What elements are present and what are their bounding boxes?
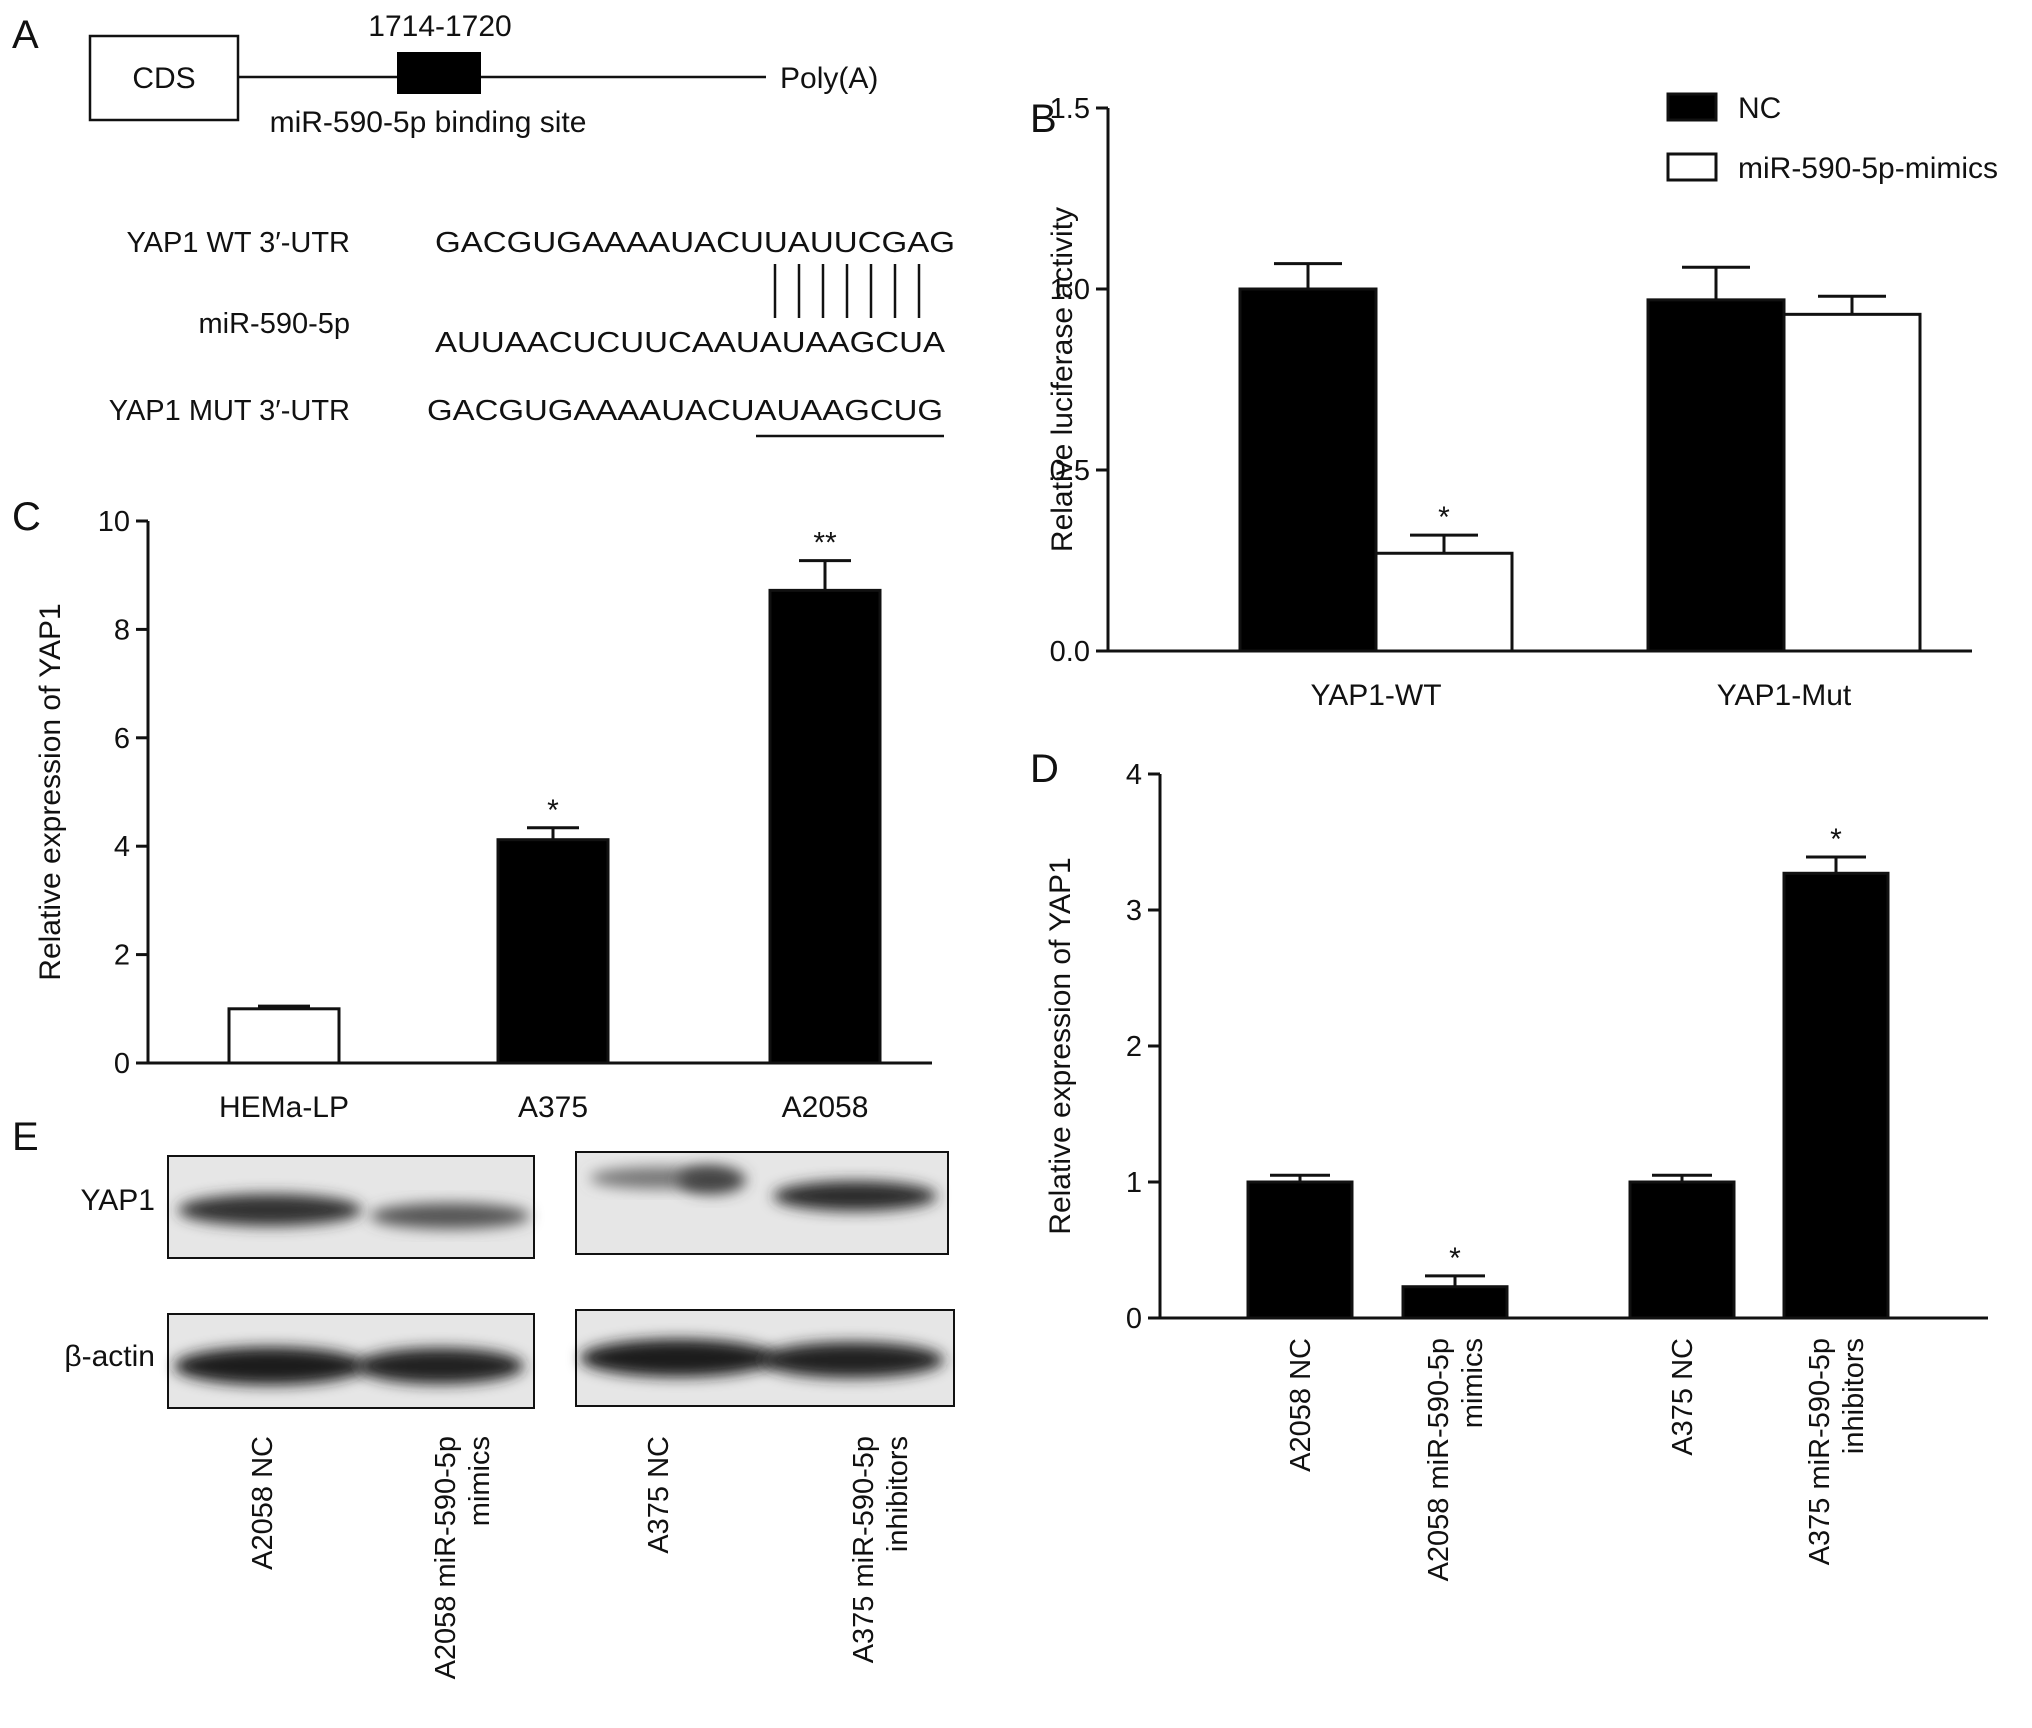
chart-d-expression: 0 1 2 3 4 Relative expression of YAP1 * * A2058 … bbox=[1044, 759, 1988, 1581]
y-tick-label: 6 bbox=[114, 723, 130, 755]
blot-lane-labels: A2058 NC A2058 miR-590-5p mimics A375 NC A37… bbox=[247, 1436, 914, 1679]
blot-row-label-yap1: YAP1 bbox=[81, 1184, 156, 1217]
x-tick-label: YAP1-WT bbox=[1310, 679, 1441, 712]
y-tick-label: 2 bbox=[1126, 1031, 1142, 1063]
chart-b-luciferase: 0.0 0.5 1.0 1.5 Relative luciferase activity… bbox=[1046, 92, 1998, 712]
y-tick-label: 0.5 bbox=[1050, 455, 1090, 487]
site-position-label: 1714-1720 bbox=[368, 10, 511, 43]
blot-lane-label: A2058 NC bbox=[247, 1436, 279, 1570]
bar bbox=[496, 838, 610, 1065]
legend-label: NC bbox=[1738, 92, 1781, 125]
blot-lane-label: A2058 miR-590-5p bbox=[430, 1436, 462, 1679]
bar bbox=[1374, 551, 1514, 653]
bar bbox=[227, 1007, 341, 1065]
y-tick-label: 10 bbox=[98, 506, 130, 538]
y-tick-label: 4 bbox=[1126, 759, 1142, 791]
y-tick-label: 1.5 bbox=[1050, 93, 1090, 125]
blot-lane-label: A375 miR-590-5p bbox=[848, 1436, 880, 1663]
significance-mark: ** bbox=[813, 527, 837, 560]
x-tick-label: mimics bbox=[1457, 1338, 1489, 1428]
y-tick-label: 0.0 bbox=[1050, 636, 1090, 668]
bar bbox=[1238, 287, 1378, 653]
y-tick-label: 2 bbox=[114, 940, 130, 972]
blot-row-label-actin: β-actin bbox=[64, 1340, 155, 1373]
y-tick-label: 1 bbox=[1126, 1167, 1142, 1199]
mut-sequence: GACGUGAAAAUACUAUAAGCUG bbox=[427, 395, 943, 427]
x-tick-label: A375 miR-590-5p bbox=[1804, 1338, 1836, 1565]
panel-letter-b: B bbox=[1030, 97, 1057, 141]
y-tick-label: 0 bbox=[1126, 1303, 1142, 1335]
x-tick-label: inhibitors bbox=[1838, 1338, 1870, 1454]
x-tick-label: A2058 NC bbox=[1285, 1338, 1317, 1472]
bar bbox=[1782, 312, 1922, 653]
bar bbox=[768, 588, 882, 1065]
bar bbox=[1401, 1285, 1509, 1320]
bar bbox=[1646, 298, 1786, 653]
panel-letter-d: D bbox=[1030, 747, 1059, 791]
mir-label: miR-590-5p bbox=[199, 308, 351, 340]
wt-sequence: GACGUGAAAAUACUUAUUCGAG bbox=[435, 227, 955, 259]
y-tick-label: 1.0 bbox=[1050, 274, 1090, 306]
gene-diagram: CDS 1714-1720 miR-590-5p binding site Po… bbox=[88, 10, 878, 139]
blot-frame-1-actin bbox=[167, 1313, 535, 1409]
bar bbox=[1782, 871, 1890, 1320]
legend-swatch bbox=[1666, 92, 1718, 122]
x-tick-label: HEMa-LP bbox=[219, 1091, 349, 1124]
x-tick-label: A375 NC bbox=[1667, 1338, 1699, 1456]
mir-sequence: AUUAACUCUUCAAUAUAAGCUA bbox=[435, 327, 946, 359]
sequence-alignment: YAP1 WT 3′-UTR GACGUGAAAAUACUUAUUCGAG mi… bbox=[109, 227, 955, 438]
legend-label: miR-590-5p-mimics bbox=[1738, 152, 1998, 185]
x-tick-label: A2058 bbox=[782, 1091, 869, 1124]
blot-lane-label: A375 NC bbox=[643, 1436, 675, 1554]
western-blot: YAP1 β-actin A2058 NC A2058 miR-590-5p mim… bbox=[64, 1151, 955, 1679]
x-tick-label: A375 bbox=[518, 1091, 588, 1124]
x-tick-label: YAP1-Mut bbox=[1717, 679, 1852, 712]
base-pair-lines bbox=[773, 264, 921, 318]
cds-box bbox=[88, 34, 240, 122]
wt-label: YAP1 WT 3′-UTR bbox=[126, 227, 350, 259]
y-tick-label: 8 bbox=[114, 614, 130, 646]
y-tick-label: 0 bbox=[114, 1048, 130, 1080]
panel-letter-e: E bbox=[12, 1115, 39, 1159]
y-axis-label: Relative expression of YAP1 bbox=[1044, 857, 1077, 1234]
y-tick-label: 3 bbox=[1126, 895, 1142, 927]
poly-a-label: Poly(A) bbox=[780, 62, 878, 95]
blot-frame-2-yap1 bbox=[575, 1151, 949, 1255]
y-axis-label: Relative expression of YAP1 bbox=[34, 603, 67, 980]
bar bbox=[1628, 1180, 1736, 1320]
blot-lane-label: mimics bbox=[464, 1436, 496, 1526]
blot-frame-1-yap1 bbox=[167, 1155, 535, 1259]
legend-swatch bbox=[1666, 152, 1718, 182]
significance-mark: * bbox=[1438, 501, 1450, 534]
mut-label: YAP1 MUT 3′-UTR bbox=[109, 395, 350, 427]
panel-letter-c: C bbox=[12, 495, 41, 539]
y-axis-label: Relative luciferase activity bbox=[1046, 207, 1079, 552]
cds-label: CDS bbox=[132, 62, 195, 95]
site-label: miR-590-5p binding site bbox=[270, 106, 587, 139]
binding-site-box bbox=[397, 52, 481, 94]
panel-letter-a: A bbox=[12, 13, 39, 57]
y-tick-label: 4 bbox=[114, 831, 130, 863]
bar bbox=[1246, 1180, 1354, 1320]
blot-frame-2-actin bbox=[575, 1309, 955, 1407]
significance-mark: * bbox=[547, 794, 559, 827]
significance-mark: * bbox=[1449, 1242, 1461, 1275]
blot-lane-label: inhibitors bbox=[882, 1436, 914, 1552]
x-tick-label: A2058 miR-590-5p bbox=[1423, 1338, 1455, 1581]
significance-mark: * bbox=[1830, 823, 1842, 856]
